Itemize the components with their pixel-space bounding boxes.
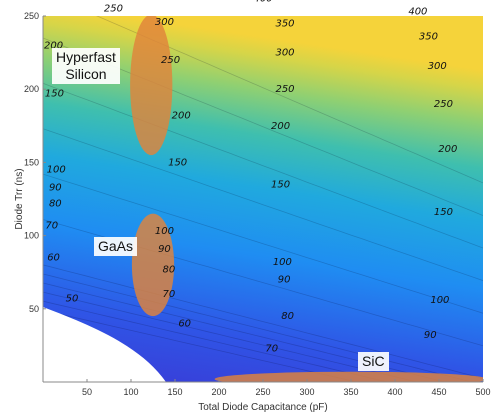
x-axis-label: Total Diode Capacitance (pF) <box>198 402 328 413</box>
contour-label: 80 <box>281 311 294 322</box>
contour-label: 300 <box>155 17 174 28</box>
contour-label: 90 <box>49 182 62 193</box>
contour-label: 90 <box>278 275 291 286</box>
x-tick-label: 450 <box>431 387 446 397</box>
contour-label: 300 <box>428 61 447 72</box>
x-ticks: 50 100 150 200 250 300 350 400 450 500 <box>82 379 491 397</box>
contour-label: 300 <box>275 48 294 59</box>
x-tick-label: 150 <box>167 387 182 397</box>
y-ticks: 50 100 150 200 250 <box>24 11 46 314</box>
contour-label: 100 <box>273 257 292 268</box>
contour-label: 90 <box>158 244 171 255</box>
x-tick-label: 300 <box>299 387 314 397</box>
region-label-hyperfast-silicon: Hyperfast Silicon <box>52 48 120 84</box>
contour-label: 80 <box>49 198 62 209</box>
contour-line <box>43 300 390 382</box>
contour-label: 400 <box>253 0 272 4</box>
contour-label: 200 <box>438 144 457 155</box>
contour-label: 100 <box>430 295 449 306</box>
y-tick-label: 150 <box>24 157 39 167</box>
x-tick-label: 50 <box>82 387 92 397</box>
x-tick-label: 350 <box>343 387 358 397</box>
contour-label: 70 <box>265 343 278 354</box>
regions <box>130 16 483 382</box>
y-tick-label: 100 <box>24 231 39 241</box>
contour-label: 80 <box>162 264 175 275</box>
contour-line <box>43 173 483 314</box>
x-tick-label: 100 <box>123 387 138 397</box>
y-tick-label: 50 <box>29 304 39 314</box>
contour-label: 70 <box>162 289 175 300</box>
contour-label: 150 <box>168 157 187 168</box>
contour-label: 250 <box>434 99 453 110</box>
contour-line <box>43 273 474 382</box>
contour-label: 90 <box>424 330 437 341</box>
region-label-gaas: GaAs <box>94 237 138 256</box>
x-tick-label: 250 <box>255 387 270 397</box>
region-label-sic: SiC <box>358 352 389 371</box>
contour-label: 50 <box>66 294 79 305</box>
contour-label: 150 <box>434 207 453 218</box>
contour-line <box>96 16 483 184</box>
blank-region <box>43 307 166 382</box>
contour-label: 400 <box>408 7 427 18</box>
contour-label: 300 <box>137 0 156 3</box>
contour-label: 200 <box>44 40 63 51</box>
contour-line <box>43 82 483 249</box>
y-tick-label: 250 <box>24 11 39 21</box>
region-ellipse-sic <box>214 371 483 382</box>
x-tick-label: 400 <box>387 387 402 397</box>
x-tick-label: 500 <box>475 387 490 397</box>
contour-label: 200 <box>271 121 290 132</box>
contour-label: 60 <box>178 318 191 329</box>
contour-label: 250 <box>275 84 294 95</box>
contour-line <box>43 309 359 382</box>
contour-label: 100 <box>47 165 66 176</box>
y-tick-label: 200 <box>24 84 39 94</box>
contour-label: 250 <box>104 4 123 15</box>
contour-label: 150 <box>45 89 64 100</box>
contour-label: 350 <box>419 31 438 42</box>
contour-label: 350 <box>275 18 294 29</box>
y-axis-label: Diode Trr (ns) <box>14 168 25 229</box>
contour-line <box>43 264 483 379</box>
contour-label: 200 <box>172 111 191 122</box>
contour-labels: 5060708090100150200250300350400400400350… <box>44 0 457 354</box>
region-ellipse-gaas <box>131 213 175 317</box>
contour-label: 150 <box>271 179 290 190</box>
region-ellipse-hyperfast-silicon <box>130 16 173 156</box>
contour-label: 100 <box>155 226 174 237</box>
x-tick-label: 200 <box>211 387 226 397</box>
contour-label: 70 <box>45 220 58 231</box>
contour-label: 60 <box>47 253 60 264</box>
contour-label: 250 <box>161 55 180 66</box>
contour-line <box>43 128 483 281</box>
